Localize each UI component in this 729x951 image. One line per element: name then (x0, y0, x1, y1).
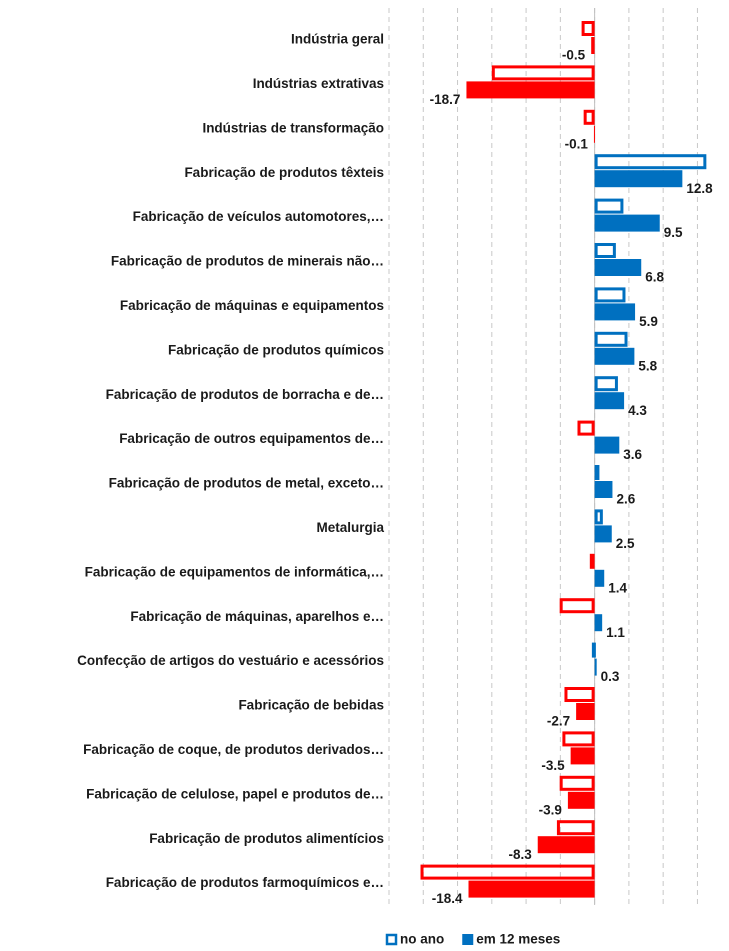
bar (594, 392, 625, 410)
bar (537, 836, 595, 854)
data-label: -2.7 (547, 714, 570, 729)
data-label: -18.7 (430, 92, 461, 107)
category-label: Fabricação de produtos alimentícios (149, 831, 384, 846)
bar (466, 81, 595, 99)
bar-outline (594, 154, 707, 170)
bar (576, 703, 595, 720)
bar-outline (559, 775, 595, 791)
legend-swatch (462, 934, 474, 945)
category-label: Fabricação de produtos farmoquímicos e… (106, 875, 384, 890)
category-label: Fabricação de produtos de minerais não… (111, 254, 384, 269)
category-label: Fabricação de produtos de metal, exceto… (109, 476, 384, 491)
bar-outline (562, 731, 595, 747)
data-label: 1.1 (606, 625, 625, 640)
bar-outline (564, 687, 595, 702)
data-label: 5.8 (638, 358, 657, 373)
category-label: Fabricação de máquinas e equipamentos (120, 298, 384, 313)
bar-outline (589, 553, 595, 569)
bar (591, 37, 595, 54)
bar-outline (594, 509, 603, 525)
data-label: -3.5 (541, 758, 565, 773)
bar (594, 569, 605, 587)
category-label: Fabricação de produtos têxteis (184, 165, 384, 180)
category-label: Fabricação de máquinas, aparelhos e… (130, 609, 384, 624)
data-label: 6.8 (645, 270, 664, 285)
bar-outline (491, 65, 595, 81)
data-label: 1.4 (608, 580, 627, 595)
bar (594, 525, 612, 543)
category-label: Fabricação de equipamentos de informátic… (85, 564, 384, 579)
data-label: 2.5 (616, 536, 635, 551)
data-label: 2.6 (616, 492, 635, 507)
category-label: Fabricação de produtos de borracha e de… (106, 387, 384, 402)
category-label: Fabricação de bebidas (238, 698, 384, 713)
category-label: Indústria geral (291, 32, 384, 47)
category-label: Metalurgia (316, 520, 384, 535)
data-label: -3.9 (539, 802, 562, 817)
bar (594, 303, 636, 321)
category-label: Fabricação de outros equipamentos de… (119, 431, 384, 446)
category-label: Indústrias extrativas (253, 76, 384, 91)
category-label: Fabricação de coque, de produtos derivad… (83, 742, 384, 757)
bar-outline (577, 420, 595, 436)
bar-outline (583, 109, 595, 125)
data-label: 4.3 (628, 403, 647, 418)
bar-outline (594, 198, 624, 214)
category-label: Fabricação de produtos químicos (168, 342, 384, 357)
category-label: Fabricação de celulose, papel e produtos… (86, 786, 384, 801)
bar (594, 436, 620, 454)
data-label: -0.5 (562, 48, 586, 63)
bar (594, 214, 660, 232)
bar-outline (594, 331, 628, 347)
legend-label: em 12 meses (476, 932, 560, 947)
data-label: 12.8 (686, 181, 713, 196)
bar (593, 125, 595, 143)
category-label: Fabricação de veículos automotores,… (133, 209, 384, 224)
category-label: Confecção de artigos do vestuário e aces… (77, 653, 384, 668)
bar (594, 481, 613, 498)
bar (594, 614, 603, 632)
bar (594, 658, 597, 676)
bar-outline (594, 287, 626, 303)
category-label: Indústrias de transformação (202, 120, 384, 135)
bar-outline (581, 21, 595, 36)
data-label: 5.9 (639, 314, 658, 329)
bar (468, 880, 595, 898)
bar-outline (594, 465, 600, 480)
bar (567, 791, 595, 809)
data-label: 9.5 (664, 225, 683, 240)
bar-outline (594, 243, 616, 258)
bar-outline (556, 820, 595, 836)
bar (594, 347, 635, 365)
data-label: -8.3 (508, 847, 532, 862)
legend-swatch (385, 933, 398, 946)
bar-outline (591, 642, 596, 658)
bar-outline (420, 864, 595, 880)
bar (570, 747, 595, 765)
data-label: -0.1 (565, 136, 589, 151)
bar-outline (559, 598, 595, 614)
data-label: 0.3 (601, 669, 620, 684)
bar (594, 170, 683, 188)
data-label: -18.4 (432, 891, 463, 906)
bar-outline (594, 376, 618, 392)
legend-label: no ano (400, 932, 444, 947)
bar (594, 259, 642, 276)
data-label: 3.6 (623, 447, 642, 462)
